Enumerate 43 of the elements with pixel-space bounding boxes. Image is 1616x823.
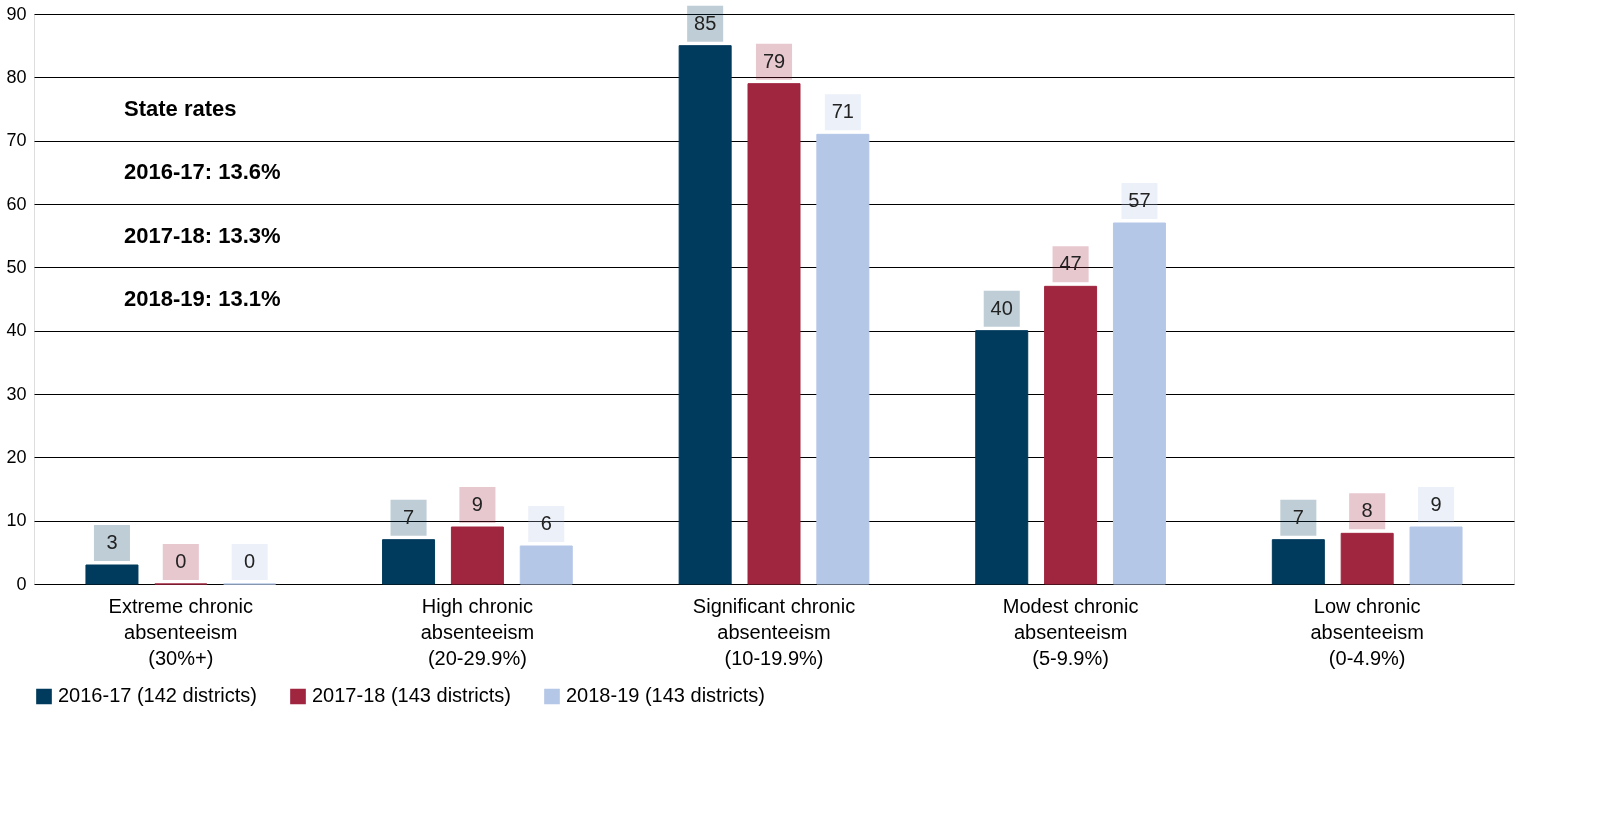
bar — [382, 539, 436, 585]
x-tick-label: Extreme chronic absenteeism (30%+) — [108, 594, 254, 669]
legend-label: 2016-17 (142 districts) — [58, 684, 257, 707]
data-label: 71 — [831, 100, 854, 123]
y-tick-label: 10 — [6, 510, 27, 531]
bar — [747, 83, 801, 585]
annotation: 2016-17: 13.6% — [124, 159, 281, 185]
legend-label: 2018-19 (143 districts) — [566, 684, 765, 707]
data-label: 8 — [1361, 499, 1373, 522]
bar — [519, 545, 573, 585]
annotation: 2018-19: 13.1% — [124, 286, 281, 311]
x-tick-label: Significant chronic absenteeism (10-19.9%) — [692, 594, 856, 669]
data-label: 79 — [762, 49, 786, 72]
x-tick-label: Low chronic absenteeism (0-4.9%) — [1310, 594, 1424, 669]
x-tick-label: High chronic absenteeism (20-29.9%) — [420, 594, 535, 669]
annotation: 2017-18: 13.3% — [124, 222, 281, 248]
data-label: 85 — [694, 11, 717, 34]
y-tick-label: 0 — [16, 573, 27, 594]
bar — [450, 526, 504, 585]
data-label: 0 — [175, 550, 187, 572]
annotation: State rates — [124, 96, 237, 121]
y-tick-label: 60 — [6, 193, 27, 214]
data-label: 9 — [1430, 493, 1442, 515]
y-tick-label: 70 — [6, 130, 27, 151]
bar — [1409, 526, 1463, 585]
bar — [816, 133, 870, 585]
bar — [975, 330, 1029, 585]
y-tick-label: 80 — [6, 66, 27, 87]
y-tick-label: 90 — [6, 3, 27, 24]
bar — [1112, 222, 1166, 585]
legend-label: 2017-18 (143 districts) — [312, 684, 511, 707]
bar — [85, 564, 139, 585]
data-label: 9 — [471, 493, 483, 515]
data-label: 40 — [990, 296, 1013, 319]
y-tick-label: 40 — [6, 320, 27, 341]
y-tick-label: 20 — [6, 446, 27, 467]
bar — [678, 45, 732, 585]
y-tick-label: 50 — [6, 256, 27, 277]
data-label: 0 — [244, 550, 256, 572]
x-tick-label: Modest chronic absenteeism (5-9.9%) — [1002, 594, 1139, 669]
data-label: 3 — [106, 531, 118, 553]
bar — [1271, 539, 1325, 585]
y-tick-label: 30 — [6, 383, 27, 404]
